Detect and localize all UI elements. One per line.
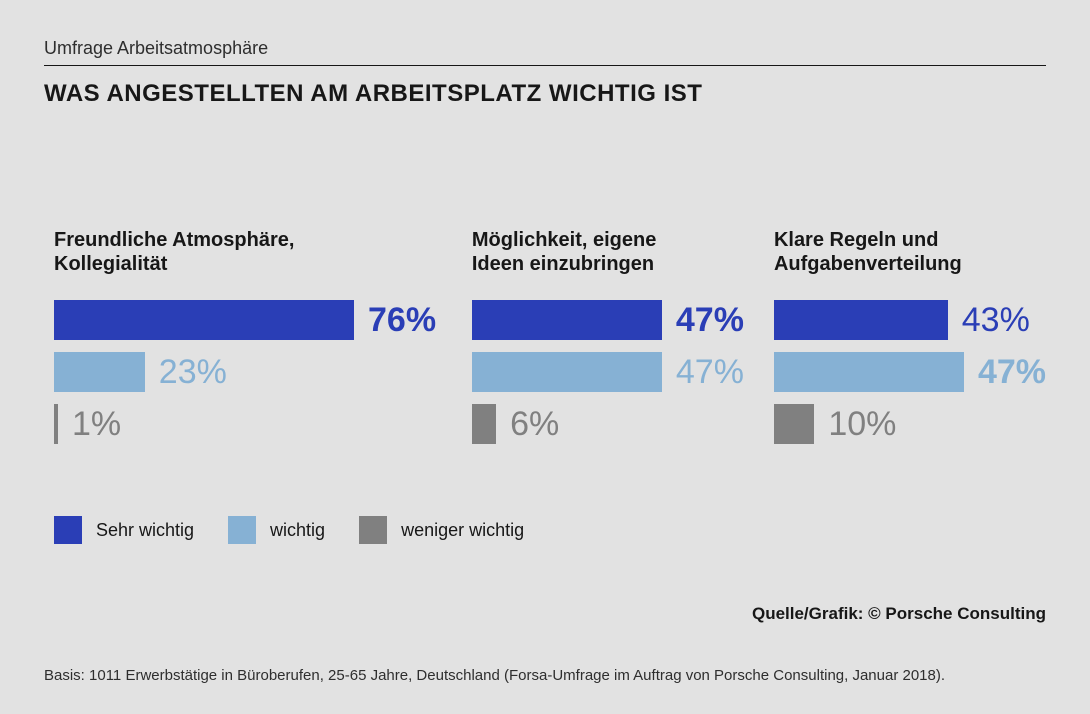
basis-note: Basis: 1011 Erwerbstätige in Büroberufen…: [44, 667, 945, 684]
chart-panel: Freundliche Atmosphäre, Kollegialität 76%…: [54, 228, 442, 456]
bar: [472, 300, 662, 340]
panel-title: Klare Regeln und Aufgabenverteilung: [774, 228, 1046, 282]
legend-swatch: [359, 516, 387, 544]
bar: [54, 352, 145, 392]
bar-value: 76%: [368, 301, 436, 340]
bar: [774, 404, 814, 444]
charts-container: Freundliche Atmosphäre, Kollegialität 76%…: [44, 228, 1046, 456]
bar-row: 76%: [54, 300, 442, 340]
panel-title: Freundliche Atmosphäre, Kollegialität: [54, 228, 442, 282]
legend-label: weniger wichtig: [401, 520, 524, 541]
legend-swatch: [228, 516, 256, 544]
chart-panel: Klare Regeln und Aufgabenverteilung 43% 47…: [774, 228, 1046, 456]
bar-value: 6%: [510, 405, 559, 444]
source-credit: Quelle/Grafik: © Porsche Consulting: [752, 604, 1046, 624]
bar-value: 10%: [828, 405, 896, 444]
bar-value: 47%: [978, 353, 1046, 392]
bar: [774, 300, 948, 340]
bar: [54, 300, 354, 340]
bar-value: 47%: [676, 353, 744, 392]
legend: Sehr wichtig wichtig weniger wichtig: [44, 516, 1046, 544]
bar: [54, 404, 58, 444]
chart-panel: Möglichkeit, eigene Ideen einzubringen 47…: [472, 228, 744, 456]
legend-label: wichtig: [270, 520, 325, 541]
header-rule: [44, 65, 1046, 66]
bar-row: 43%: [774, 300, 1046, 340]
bar: [774, 352, 964, 392]
pretitle: Umfrage Arbeitsatmosphäre: [44, 38, 1046, 65]
bar-row: 47%: [472, 300, 744, 340]
bar: [472, 404, 496, 444]
chart-title: WAS ANGESTELLTEN AM ARBEITSPLATZ WICHTIG…: [44, 80, 1046, 108]
bar-row: 1%: [54, 404, 442, 444]
bar-value: 47%: [676, 301, 744, 340]
bar: [472, 352, 662, 392]
bar-row: 47%: [472, 352, 744, 392]
bar-row: 10%: [774, 404, 1046, 444]
bar-value: 1%: [72, 405, 121, 444]
panel-title: Möglichkeit, eigene Ideen einzubringen: [472, 228, 744, 282]
bar-value: 43%: [962, 301, 1030, 340]
bar-value: 23%: [159, 353, 227, 392]
bar-row: 6%: [472, 404, 744, 444]
legend-swatch: [54, 516, 82, 544]
bar-row: 23%: [54, 352, 442, 392]
legend-label: Sehr wichtig: [96, 520, 194, 541]
bar-row: 47%: [774, 352, 1046, 392]
